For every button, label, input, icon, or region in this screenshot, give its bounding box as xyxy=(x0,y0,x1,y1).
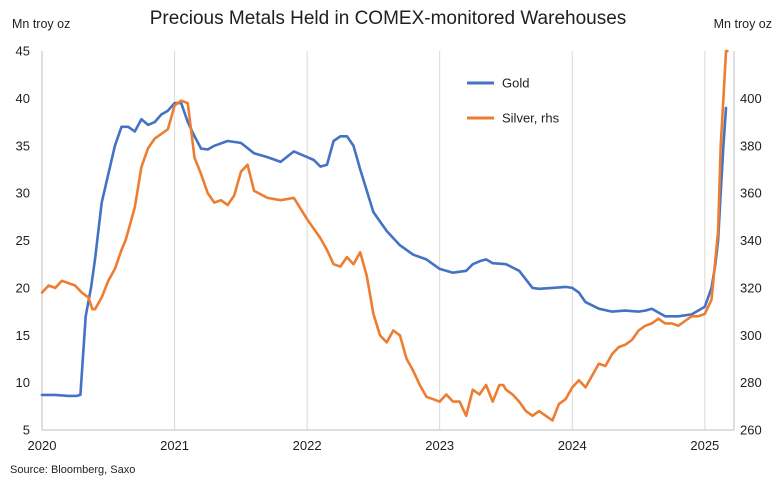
grid-layer xyxy=(41,51,706,430)
right-y-tick-label: 260 xyxy=(740,423,762,438)
x-tick-label: 2022 xyxy=(293,438,322,453)
x-tick-label: 2023 xyxy=(425,438,454,453)
right-y-tick-label: 280 xyxy=(740,375,762,390)
left-y-tick-label: 30 xyxy=(16,186,30,201)
right-y-tick-label: 300 xyxy=(740,328,762,343)
legend-label-silver: Silver, rhs xyxy=(502,111,560,126)
series-layer xyxy=(40,49,729,422)
legend-label-gold: Gold xyxy=(502,76,529,91)
left-y-tick-label: 45 xyxy=(16,44,30,59)
right-y-tick-label: 320 xyxy=(740,280,762,295)
left-y-tick-label: 35 xyxy=(16,138,30,153)
legend: Gold Silver, rhs xyxy=(467,76,560,126)
right-y-tick-label: 360 xyxy=(740,186,762,201)
left-y-tick-label: 15 xyxy=(16,328,30,343)
chart-title: Precious Metals Held in COMEX-monitored … xyxy=(150,8,627,29)
left-y-tick-label: 10 xyxy=(16,375,30,390)
source-note: Source: Bloomberg, Saxo xyxy=(10,464,135,476)
silver-series-line xyxy=(40,49,729,422)
left-y-tick-label: 25 xyxy=(16,233,30,248)
gold-series-line xyxy=(40,101,728,398)
right-y-tick-label: 380 xyxy=(740,138,762,153)
left-y-tick-label: 5 xyxy=(23,423,30,438)
left-axis-label: Mn troy oz xyxy=(12,17,70,31)
axis-layer: 2020 2021 2022 2023 2024 20255101520253035404… xyxy=(16,44,762,454)
left-y-tick-label: 40 xyxy=(16,91,30,106)
right-axis-label: Mn troy oz xyxy=(714,17,772,31)
x-tick-label: 2020 xyxy=(28,438,57,453)
x-tick-label: 2021 xyxy=(160,438,189,453)
left-y-tick-label: 20 xyxy=(16,280,30,295)
x-tick-label: 2024 xyxy=(558,438,587,453)
right-y-tick-label: 340 xyxy=(740,233,762,248)
right-y-tick-label: 400 xyxy=(740,91,762,106)
x-tick-label: 2025 xyxy=(690,438,719,453)
